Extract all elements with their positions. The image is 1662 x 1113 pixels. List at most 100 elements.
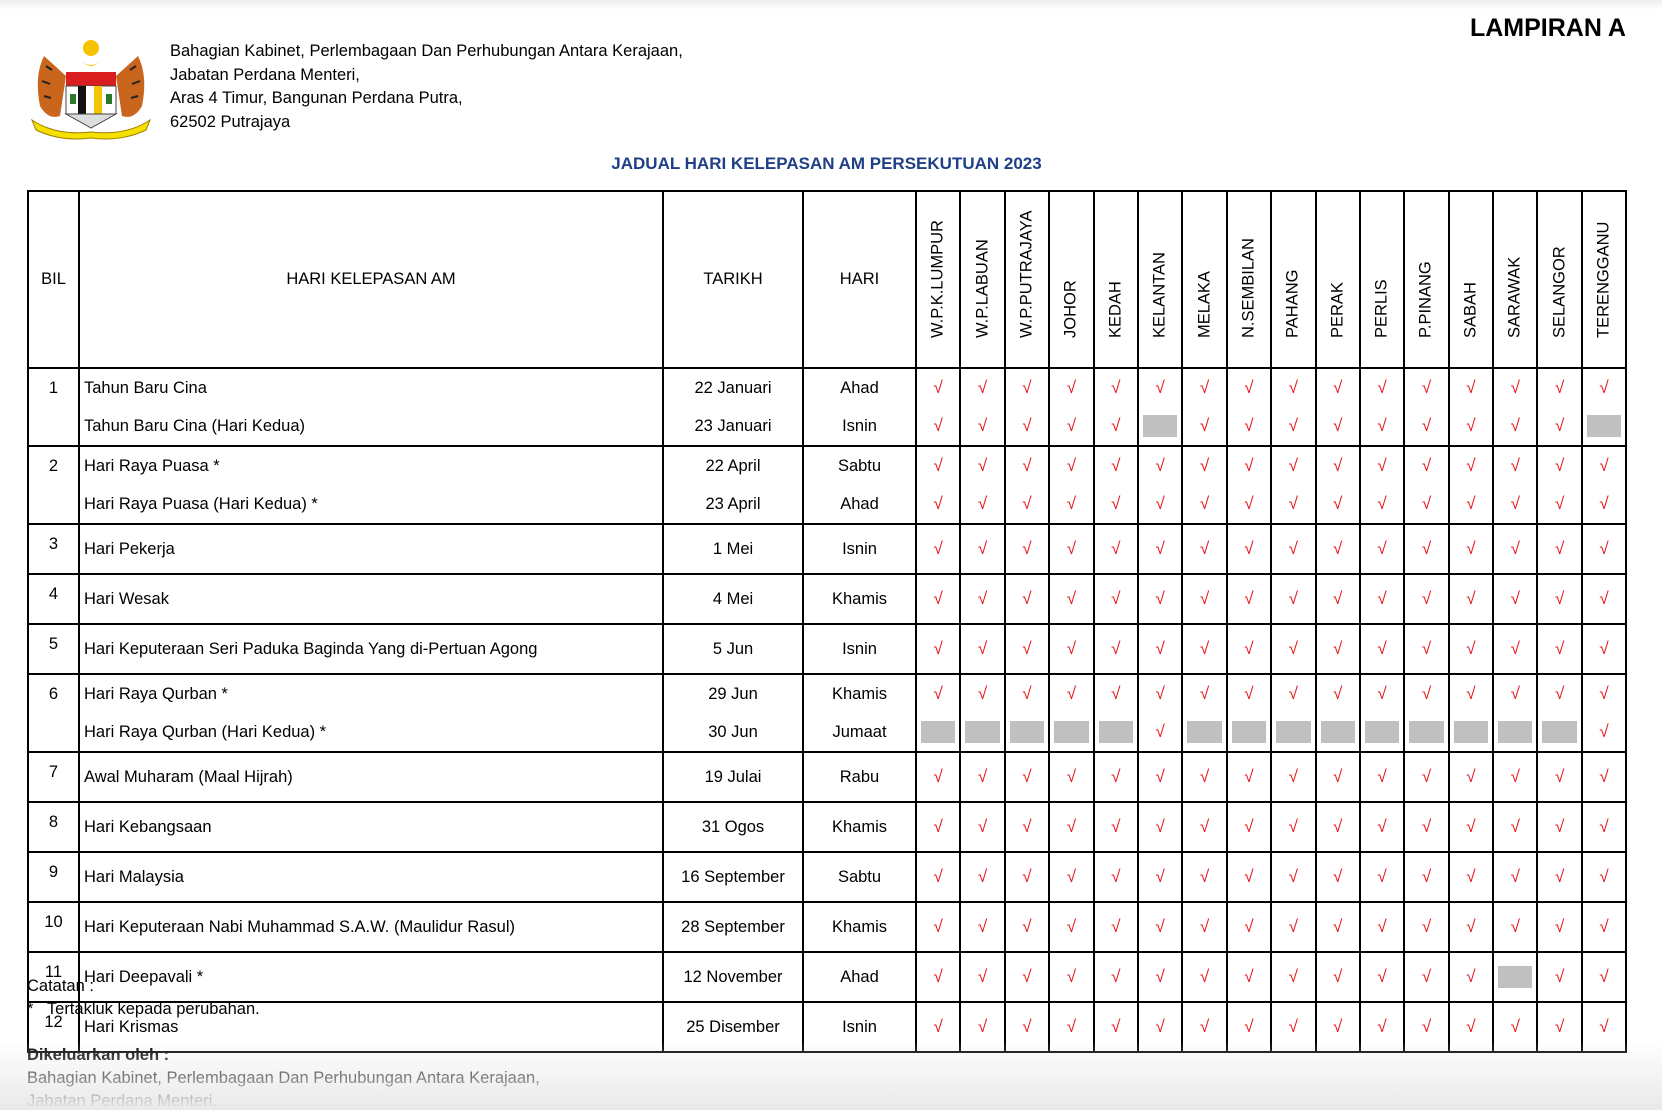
state-cell <box>1136 407 1184 447</box>
table-row: 7 Awal Muharam (Maal Hijrah) 19 Julai Rabu √… <box>27 751 1628 803</box>
state-cell: √ <box>1181 901 1228 953</box>
check-mark-icon: √ <box>977 817 988 836</box>
state-cell: √ <box>1536 851 1583 903</box>
state-cell: √ <box>1003 523 1051 575</box>
not-holiday-shade <box>1142 415 1178 437</box>
check-mark-icon: √ <box>1421 867 1432 886</box>
state-cell: √ <box>1403 673 1450 713</box>
holiday-name-cell: Hari Raya Puasa * <box>78 445 664 485</box>
check-mark-icon: √ <box>1554 494 1565 513</box>
not-holiday-shade <box>1364 721 1400 743</box>
state-cell: √ <box>1048 445 1095 485</box>
bil-cell: 5 <box>27 623 80 675</box>
state-cell: √ <box>1536 673 1583 713</box>
state-cell: √ <box>959 573 1006 625</box>
day-cell: Isnin <box>802 407 917 447</box>
check-mark-icon: √ <box>1421 684 1432 703</box>
state-cell: √ <box>1447 751 1495 803</box>
state-cell: √ <box>1403 901 1450 953</box>
table-row: Tahun Baru Cina (Hari Kedua) 23 Januari Is… <box>28 407 1628 447</box>
check-mark-icon: √ <box>1466 456 1476 475</box>
check-mark-icon: √ <box>1554 639 1565 658</box>
state-cell: √ <box>1092 751 1139 803</box>
date-cell: 25 Disember <box>662 1001 804 1053</box>
state-cell <box>1492 713 1539 753</box>
check-mark-icon: √ <box>1333 539 1343 558</box>
check-mark-icon: √ <box>933 867 943 886</box>
state-cell: √ <box>914 851 962 903</box>
state-label: P.PINANG <box>1416 261 1435 338</box>
holiday-name-cell: Hari Kebangsaan <box>78 801 664 853</box>
check-mark-icon: √ <box>1244 684 1254 703</box>
check-mark-icon: √ <box>1554 1017 1565 1036</box>
header-state: PERLIS <box>1358 190 1406 369</box>
check-mark-icon: √ <box>1022 456 1032 475</box>
check-mark-icon: √ <box>1377 494 1387 513</box>
state-cell: √ <box>959 523 1006 575</box>
header-state: SELANGOR <box>1536 190 1583 369</box>
not-holiday-shade <box>1187 721 1222 743</box>
check-mark-icon: √ <box>1377 917 1387 936</box>
state-cell: √ <box>1181 407 1228 447</box>
state-cell: √ <box>959 407 1006 447</box>
state-cell: √ <box>1092 851 1139 903</box>
check-mark-icon: √ <box>1111 639 1121 658</box>
check-mark-icon: √ <box>1111 817 1121 836</box>
state-cell: √ <box>1003 445 1051 485</box>
state-cell: √ <box>1536 523 1583 575</box>
government-crest-logo <box>30 40 152 140</box>
note-item: * Tertakluk kepada perubahan. <box>27 998 540 1021</box>
check-mark-icon: √ <box>1244 494 1254 513</box>
state-cell: √ <box>1003 407 1051 447</box>
state-label: TERENGGANU <box>1594 221 1613 338</box>
state-cell: √ <box>1358 445 1406 485</box>
check-mark-icon: √ <box>1599 967 1609 986</box>
document-title: JADUAL HARI KELEPASAN AM PERSEKUTUAN 202… <box>611 154 1042 173</box>
state-cell: √ <box>914 951 962 1003</box>
state-cell: √ <box>1403 485 1450 525</box>
check-mark-icon: √ <box>1244 539 1254 558</box>
bil-cell: 10 <box>27 901 80 953</box>
state-cell: √ <box>1270 573 1317 625</box>
check-mark-icon: √ <box>1333 378 1343 397</box>
holiday-name-cell: Awal Muharam (Maal Hijrah) <box>78 751 664 803</box>
check-mark-icon: √ <box>1599 1017 1609 1036</box>
state-cell: √ <box>1225 751 1273 803</box>
check-mark-icon: √ <box>1199 767 1210 786</box>
check-mark-icon: √ <box>1111 539 1121 558</box>
header-state: KELANTAN <box>1136 190 1184 369</box>
check-mark-icon: √ <box>1421 416 1432 435</box>
day-cell: Sabtu <box>802 445 917 485</box>
state-cell: √ <box>1225 573 1273 625</box>
check-mark-icon: √ <box>1333 639 1343 658</box>
state-cell: √ <box>914 407 962 447</box>
check-mark-icon: √ <box>1199 1017 1210 1036</box>
holiday-name-cell: Hari Raya Qurban (Hari Kedua) * <box>78 713 664 753</box>
state-cell: √ <box>1181 573 1228 625</box>
state-cell: √ <box>1492 485 1539 525</box>
not-holiday-shade <box>1276 721 1311 743</box>
table-row: 3 Hari Pekerja 1 Mei Isnin √ √ √ √ √ √ √ √ √ √ √ √ √ √ √ √ <box>27 523 1628 575</box>
state-label: N.SEMBILAN <box>1239 238 1258 338</box>
state-cell: √ <box>1136 673 1184 713</box>
check-mark-icon: √ <box>933 456 943 475</box>
check-mark-icon: √ <box>1244 817 1254 836</box>
date-cell: 28 September <box>662 901 804 953</box>
check-mark-icon: √ <box>1199 967 1210 986</box>
check-mark-icon: √ <box>1022 917 1032 936</box>
state-cell: √ <box>959 673 1006 713</box>
check-mark-icon: √ <box>1155 456 1165 475</box>
state-cell: √ <box>1314 367 1361 407</box>
state-cell: √ <box>1048 801 1095 853</box>
check-mark-icon: √ <box>1155 722 1165 741</box>
check-mark-icon: √ <box>1155 539 1165 558</box>
check-mark-icon: √ <box>1244 639 1254 658</box>
check-mark-icon: √ <box>1377 639 1387 658</box>
state-cell: √ <box>1403 851 1450 903</box>
state-cell: √ <box>914 573 962 625</box>
check-mark-icon: √ <box>1022 1017 1032 1036</box>
check-mark-icon: √ <box>1510 917 1520 936</box>
day-cell: Rabu <box>802 751 917 803</box>
not-holiday-shade <box>1098 721 1133 743</box>
check-mark-icon: √ <box>933 589 943 608</box>
